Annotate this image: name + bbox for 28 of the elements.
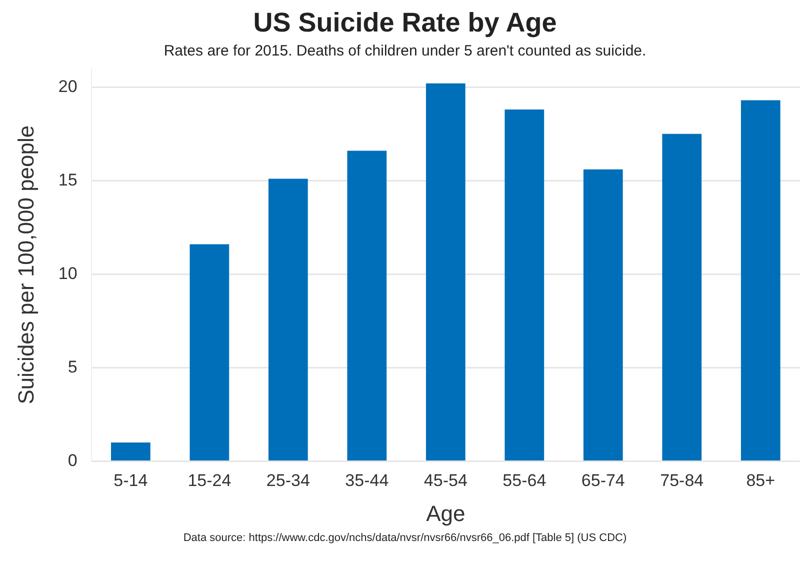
y-tick-label: 5	[68, 357, 78, 376]
chart-title: US Suicide Rate by Age	[253, 8, 557, 38]
x-tick-label: 65-74	[581, 471, 625, 490]
y-tick-label: 10	[58, 264, 78, 283]
y-tick-label: 15	[58, 170, 78, 190]
y-tick-label: 0	[68, 450, 78, 470]
x-axis-title: Age	[426, 500, 466, 526]
bar	[740, 100, 780, 460]
x-tick-label: 15-24	[188, 471, 232, 490]
bar	[662, 134, 702, 460]
bar	[347, 150, 387, 460]
x-tick-label: 35-44	[345, 471, 389, 490]
chart-subtitle: Rates are for 2015. Deaths of children under 5 aren't counted as suicide.	[164, 42, 646, 60]
bar	[190, 244, 230, 460]
source-note: Data source: https://www.cdc.gov/nchs/data/nvsr/nvsr66/nvsr66_06.pdf [Table 5] (US CDC)	[182, 532, 628, 544]
x-tick-label: 85+	[746, 471, 776, 490]
x-tick-label: 25-34	[266, 471, 310, 490]
x-tick-label: 5-14	[114, 471, 148, 490]
bar	[504, 110, 544, 460]
y-axis-title: Suicides per 100,000 people	[13, 125, 38, 404]
bar	[268, 178, 308, 460]
bar	[583, 169, 623, 460]
x-tick-label: 55-64	[502, 471, 546, 490]
bar	[426, 83, 466, 460]
x-tick-label: 45-54	[424, 471, 468, 490]
y-tick-label: 20	[58, 76, 78, 96]
bar	[110, 442, 150, 460]
x-tick-label: 75-84	[660, 471, 704, 490]
